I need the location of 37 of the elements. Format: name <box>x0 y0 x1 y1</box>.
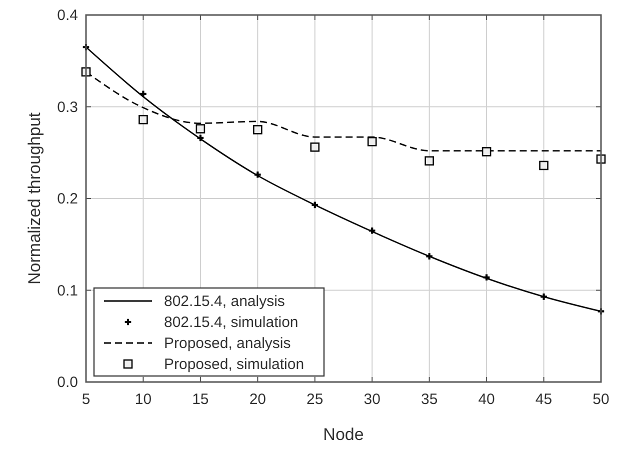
x-tick-label: 40 <box>478 391 495 408</box>
point <box>368 227 376 234</box>
x-tick-label: 45 <box>535 391 552 408</box>
point <box>196 124 206 134</box>
x-tick-label: 35 <box>420 391 438 408</box>
point <box>426 253 432 260</box>
legend-label: 802.15.4, analysis <box>164 293 285 310</box>
y-tick-label: 0.1 <box>57 282 78 300</box>
legend-label: 802.15.4, simulation <box>164 314 298 331</box>
x-tick-label: 30 <box>364 391 380 408</box>
point <box>482 147 492 156</box>
x-tick-label: 5 <box>82 391 90 408</box>
point <box>367 136 377 146</box>
point <box>197 134 204 142</box>
x-tick-label: 20 <box>249 391 266 408</box>
x-tick-label: 15 <box>192 391 209 408</box>
point <box>483 274 490 281</box>
point <box>540 294 547 300</box>
legend-label: Proposed, analysis <box>164 335 291 352</box>
point <box>140 90 146 98</box>
y-tick-label: 0.0 <box>57 374 78 391</box>
x-axis-title: Node <box>323 425 364 444</box>
y-tick-label: 0.2 <box>57 190 78 208</box>
x-tick-label: 25 <box>306 391 324 408</box>
y-axis-title: Normalized throughput <box>25 112 44 284</box>
legend-label: Proposed, simulation <box>164 356 304 373</box>
point <box>312 202 318 208</box>
point <box>310 142 320 152</box>
point <box>253 125 262 134</box>
x-tick-label: 10 <box>134 391 152 408</box>
y-tick-label: 0.3 <box>57 98 78 116</box>
x-tick-label: 50 <box>592 391 610 408</box>
point <box>138 114 148 124</box>
point <box>254 172 261 178</box>
point <box>539 160 548 170</box>
point <box>424 156 434 166</box>
y-tick-label: 0.4 <box>57 7 78 24</box>
